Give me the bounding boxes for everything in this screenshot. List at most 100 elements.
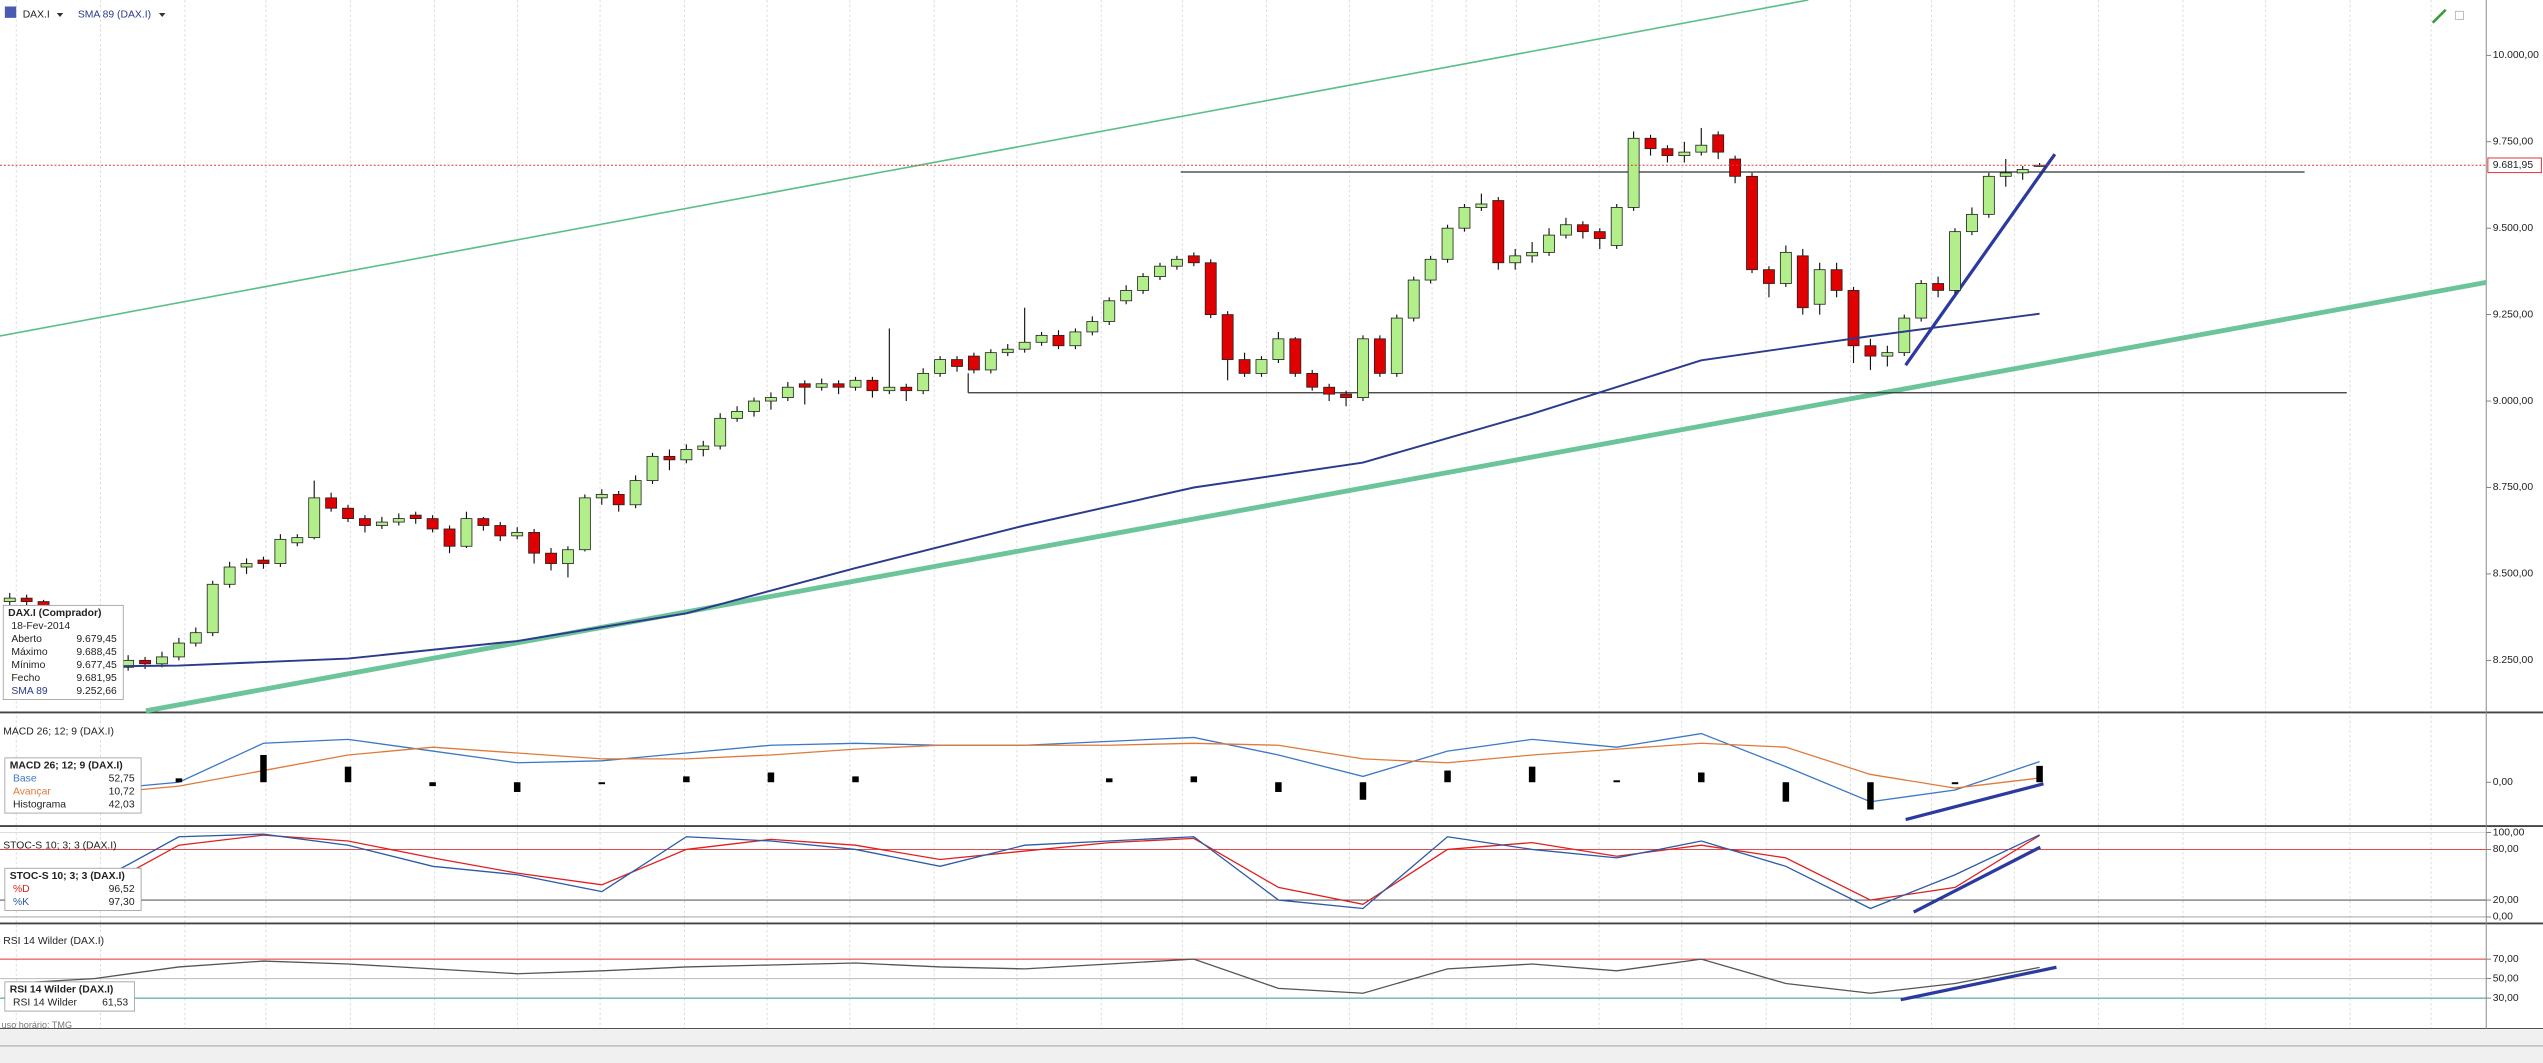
symbol[interactable]: DAX.I: [23, 9, 50, 20]
info-box-label: Avançar: [13, 787, 51, 798]
info-box-value: 9.681,95: [76, 673, 117, 684]
histogram-bar: [513, 782, 521, 792]
candle-body: [1069, 331, 1082, 347]
histogram-bar: [260, 754, 267, 783]
candle-body: [967, 355, 980, 371]
candle-body: [866, 379, 879, 392]
candle-body: [1509, 255, 1522, 264]
candle-body: [1779, 251, 1792, 284]
info-box-title: STOC-S 10; 3; 3 (DAX.I): [10, 871, 125, 882]
y-tick-label: 8.250,00: [2493, 655, 2534, 666]
y-tick-label: 50,00: [2493, 973, 2519, 984]
candle-body: [1847, 290, 1860, 347]
candle-body: [1999, 172, 2012, 177]
candle-body: [663, 455, 676, 461]
info-box-value: 9.688,45: [76, 647, 117, 658]
candle-body: [494, 525, 507, 537]
macd-trend: [1905, 782, 2044, 822]
candle-body: [477, 518, 490, 526]
candle-body: [1746, 175, 1758, 271]
histogram-bar: [1698, 772, 1705, 783]
candle-body: [1898, 317, 1911, 354]
y-tick-label: 30,00: [2493, 993, 2519, 1004]
histogram-bar: [1105, 778, 1113, 783]
candle-body: [1323, 386, 1336, 395]
candle-body: [612, 493, 625, 506]
last-price-label: 9.681,95: [2493, 160, 2534, 171]
candle-body: [1982, 175, 1995, 215]
info-box-label: RSI 14 Wilder: [13, 998, 78, 1009]
candle-body: [1357, 338, 1369, 399]
indicator-label[interactable]: SMA 89 (DAX.I): [78, 9, 151, 20]
candle-body: [680, 449, 693, 461]
rsi-trend: [1900, 965, 2057, 1002]
candle-body: [20, 597, 33, 602]
tool-icon[interactable]: [2431, 8, 2447, 24]
candle-body: [1255, 359, 1268, 374]
candle-body: [528, 532, 541, 554]
candle-body: [629, 480, 642, 506]
info-box-value: 9.677,45: [76, 660, 117, 671]
candle-body: [984, 352, 997, 371]
candle-body: [1830, 269, 1843, 291]
candle-body: [3, 597, 16, 602]
timezone: uso horário: TMG: [2, 1020, 72, 1030]
candle-body: [426, 518, 439, 530]
info-box-value: 61,53: [102, 998, 128, 1009]
dropdown-arrow[interactable]: [56, 12, 64, 18]
candle-body: [342, 507, 354, 520]
y-tick-label: 100,00: [2493, 827, 2525, 838]
symbol-icon[interactable]: [4, 6, 17, 18]
info-boxes: MACD 26; 12; 9 (DAX.I) STOC-S 10; 3; 3 (D…: [2, 604, 142, 1012]
candle-body: [748, 400, 760, 412]
panel-title: MACD 26; 12; 9 (DAX.I): [3, 727, 114, 738]
info-box-label: %K: [13, 897, 29, 908]
candle-body: [325, 497, 338, 509]
info-box-label: SMA 89: [11, 686, 48, 697]
dropdown-arrow[interactable]: [158, 12, 166, 18]
panel-title: RSI 14 Wilder (DAX.I): [3, 936, 104, 947]
y-tick-label: 70,00: [2493, 954, 2519, 965]
histogram-bar: [1613, 780, 1620, 783]
candle-body: [1441, 227, 1454, 260]
histogram-bar: [852, 776, 859, 783]
indicator-line: [9, 834, 2040, 905]
candle-body: [409, 514, 422, 520]
candle-body: [1120, 290, 1133, 302]
candle-body: [1813, 269, 1826, 305]
candle-body: [765, 397, 777, 402]
info-box: [4, 981, 136, 1012]
stoc-trend: [1912, 845, 2041, 914]
candle-body: [1475, 203, 1488, 208]
candle-body: [798, 383, 811, 388]
candle-body: [832, 383, 845, 388]
info-box-label: Fecho: [11, 673, 40, 684]
candle-body: [223, 566, 236, 585]
y-tick-label: 10.000,00: [2493, 50, 2539, 61]
candle-body: [1238, 359, 1251, 374]
histogram-bar: [1275, 782, 1282, 792]
candle-body: [646, 455, 659, 481]
candle-body: [1001, 348, 1014, 354]
histogram-bar: [1951, 782, 1959, 785]
histogram-bar: [2036, 765, 2043, 783]
candle-body: [883, 386, 896, 392]
candle-body: [189, 632, 202, 644]
info-box-value: 42,03: [109, 800, 135, 811]
y-tick-label: 8.500,00: [2493, 569, 2534, 580]
candle-body: [1526, 251, 1539, 257]
candle-body: [308, 497, 321, 539]
candle-body: [934, 359, 947, 374]
candle-body: [172, 642, 185, 658]
macd-line: [9, 742, 2040, 799]
candle-body: [1729, 158, 1742, 177]
candle-body: [900, 386, 913, 392]
histogram-bar: [1190, 776, 1198, 783]
info-box: [4, 867, 142, 911]
candle-body: [1306, 372, 1319, 388]
candle-body: [1915, 283, 1928, 319]
candle-body: [1137, 276, 1149, 291]
window-icon[interactable]: [2454, 10, 2465, 20]
candle-body: [1576, 224, 1589, 233]
